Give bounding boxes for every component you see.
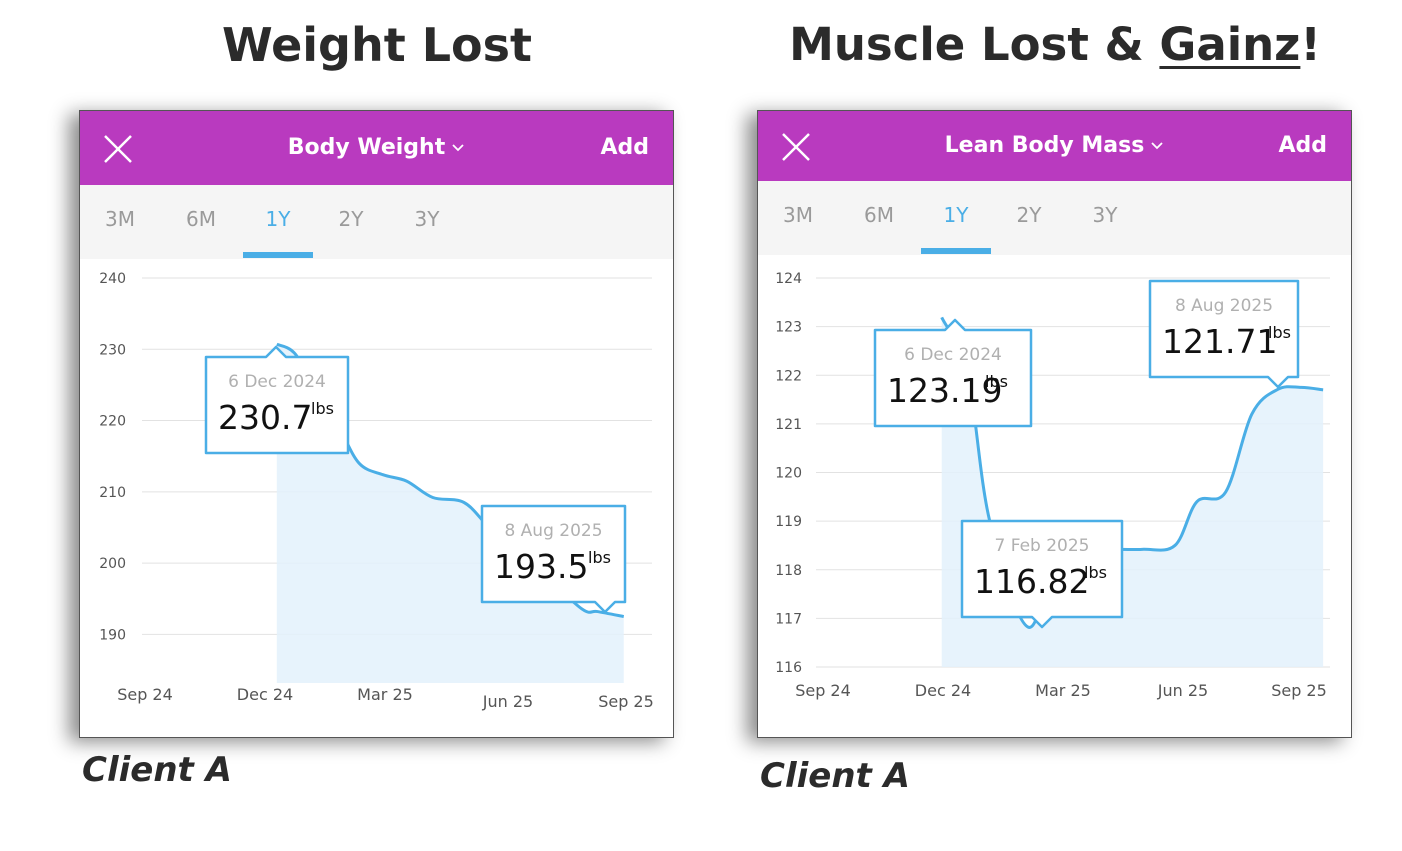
- y-tick-label: 230: [99, 342, 126, 358]
- x-tick-label: Mar 25: [357, 685, 413, 704]
- lean-body-mass-chart: 116 117 118 119 120 121 122 123 124 Sep 24 Dec 24 M…: [775, 271, 1330, 700]
- y-tick-label: 210: [99, 485, 126, 501]
- metric-title-label: Lean Body Mass: [944, 133, 1145, 158]
- x-tick-label: Mar 25: [1035, 681, 1091, 700]
- app-bar: Lean Body Mass Add: [758, 111, 1351, 181]
- x-tick-label: Dec 24: [915, 681, 971, 700]
- heading-right-suffix: !: [1300, 18, 1321, 71]
- range-tabs: 3M 6M 1Y 2Y 3Y: [758, 181, 1351, 255]
- tab-3m[interactable]: 3M: [105, 207, 135, 231]
- tooltip-box: [1148, 279, 1300, 389]
- tooltip-date: 8 Aug 2025: [1175, 296, 1273, 316]
- heading-right-underlined: Gainz: [1159, 18, 1301, 71]
- active-tab-indicator: [243, 252, 313, 258]
- caption-client-a-left: Client A: [82, 750, 232, 790]
- tooltip-unit: lbs: [985, 372, 1008, 391]
- y-tick-label: 200: [99, 556, 126, 572]
- heading-muscle-lost-gainz: Muscle Lost & Gainz!: [740, 18, 1370, 78]
- tooltip-value: 121.71: [1162, 322, 1277, 361]
- tooltip-unit: lbs: [588, 548, 611, 567]
- x-tick-label: Dec 24: [237, 685, 293, 704]
- x-tick-label: Sep 24: [117, 685, 173, 704]
- tooltip-value: 193.5: [494, 547, 588, 586]
- tooltip-box: [960, 519, 1124, 629]
- tooltip-date: 6 Dec 2024: [228, 372, 326, 392]
- tooltip-value: 116.82: [974, 562, 1089, 601]
- close-icon: [104, 135, 132, 163]
- body-weight-chart: 190 200 210 220 230 240 Sep 24 Dec 24 Mar 25 Jun …: [99, 271, 654, 711]
- caption-client-a-right: Client A: [760, 756, 910, 796]
- tab-3y[interactable]: 3Y: [1092, 203, 1118, 227]
- tooltip-box: [204, 345, 350, 455]
- y-tick-label: 190: [99, 627, 126, 643]
- tooltip-date: 7 Feb 2025: [995, 536, 1090, 556]
- y-tick-label: 220: [99, 414, 126, 430]
- y-tick-label: 123: [775, 320, 802, 336]
- x-tick-label: Sep 24: [795, 681, 851, 700]
- x-tick-label: Jun 25: [1157, 681, 1208, 700]
- tooltip-date: 6 Dec 2024: [904, 345, 1002, 365]
- lean-body-mass-panel: Lean Body Mass Add 3M 6M 1Y 2Y 3Y 116 117…: [757, 110, 1352, 738]
- app-bar: Body Weight Add: [80, 111, 673, 185]
- y-tick-label: 116: [775, 660, 802, 676]
- tab-6m[interactable]: 6M: [186, 207, 216, 231]
- value-tooltip: 8 Aug 2025 193.5 lbs: [480, 504, 627, 614]
- heading-right-prefix: Muscle Lost &: [789, 18, 1160, 71]
- x-tick-label: Sep 25: [598, 692, 654, 711]
- range-tabs: 3M 6M 1Y 2Y 3Y: [80, 185, 673, 259]
- tooltip-unit: lbs: [1084, 563, 1107, 582]
- tab-3y[interactable]: 3Y: [414, 207, 440, 231]
- series-line: [940, 316, 1324, 629]
- tab-2y[interactable]: 2Y: [1016, 203, 1042, 227]
- tab-2y[interactable]: 2Y: [338, 207, 364, 231]
- tooltip-box: [480, 504, 627, 614]
- y-tick-label: 124: [775, 271, 802, 287]
- tooltip-date: 8 Aug 2025: [504, 521, 602, 541]
- tab-6m[interactable]: 6M: [864, 203, 894, 227]
- x-tick-label: Jun 25: [482, 692, 533, 711]
- y-tick-label: 118: [775, 563, 802, 579]
- area-fill: [941, 317, 1324, 667]
- heading-weight-lost: Weight Lost: [221, 18, 533, 72]
- tooltip-box: [873, 318, 1033, 428]
- chevron-down-icon: [1151, 142, 1163, 150]
- add-button[interactable]: Add: [1278, 133, 1327, 158]
- close-button[interactable]: [102, 133, 134, 165]
- close-button[interactable]: [780, 131, 812, 163]
- chevron-down-icon: [452, 144, 464, 152]
- metric-title-label: Body Weight: [287, 135, 446, 160]
- close-icon: [782, 133, 810, 161]
- tooltip-value: 123.19: [887, 371, 1002, 410]
- y-tick-label: 117: [775, 611, 802, 627]
- tooltip-unit: lbs: [1268, 323, 1291, 342]
- metric-selector[interactable]: Body Weight: [80, 135, 673, 160]
- x-tick-label: Sep 25: [1271, 681, 1327, 700]
- add-button[interactable]: Add: [600, 135, 649, 160]
- y-tick-label: 119: [775, 514, 802, 530]
- tooltip-value: 230.7: [218, 398, 312, 437]
- metric-selector[interactable]: Lean Body Mass: [758, 133, 1351, 158]
- active-tab-indicator: [921, 248, 991, 254]
- body-weight-panel: Body Weight Add 3M 6M 1Y 2Y 3Y 190 200 210…: [79, 110, 674, 738]
- tab-3m[interactable]: 3M: [783, 203, 813, 227]
- y-tick-label: 122: [775, 368, 802, 384]
- y-tick-label: 121: [775, 417, 802, 433]
- tab-1y[interactable]: 1Y: [265, 207, 291, 231]
- y-tick-label: 240: [99, 271, 126, 287]
- y-tick-label: 120: [775, 466, 802, 482]
- tab-1y[interactable]: 1Y: [943, 203, 969, 227]
- tooltip-unit: lbs: [311, 399, 334, 418]
